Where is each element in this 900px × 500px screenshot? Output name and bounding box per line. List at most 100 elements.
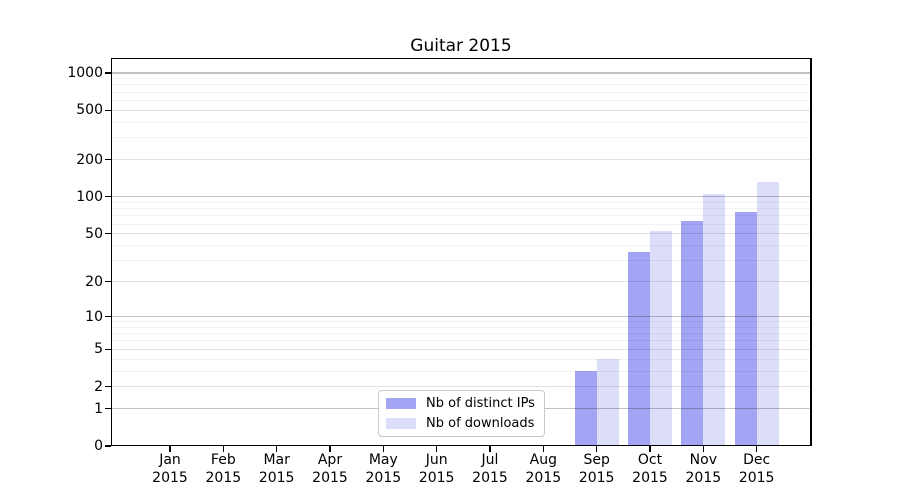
x-tick-label: Mar 2015 xyxy=(234,452,320,487)
y-tick-label: 10 xyxy=(85,308,103,325)
x-tick-label-year: 2015 xyxy=(205,469,242,486)
x-tick-label-month: Jun xyxy=(425,452,448,468)
y-tick xyxy=(105,158,111,161)
plot-border-right xyxy=(810,57,812,447)
gridline xyxy=(112,78,810,80)
x-tick-label: Jan 2015 xyxy=(127,452,213,487)
x-tick-label: Nov 2015 xyxy=(660,452,746,487)
bar-downloads xyxy=(756,181,779,446)
x-tick-label: Feb 2015 xyxy=(180,452,266,487)
y-tick xyxy=(105,348,111,350)
gridline xyxy=(112,316,810,318)
x-tick xyxy=(595,446,598,453)
y-tick-label: 20 xyxy=(85,273,103,290)
chart-title: Guitar 2015 xyxy=(410,36,512,56)
bar-downloads xyxy=(596,359,619,446)
x-tick xyxy=(329,446,331,453)
x-tick xyxy=(275,446,278,453)
x-tick-label-year: 2015 xyxy=(258,469,295,486)
x-tick xyxy=(649,446,651,453)
x-tick-label-month: Nov xyxy=(689,452,717,468)
x-tick-label-month: May xyxy=(368,452,398,468)
x-tick-label-month: Jan xyxy=(159,452,181,468)
legend-swatch-downloads xyxy=(386,418,416,429)
x-tick-label-month: Mar xyxy=(263,452,290,468)
gridline xyxy=(112,137,810,139)
gridline xyxy=(112,215,810,217)
y-tick xyxy=(105,72,111,74)
y-tick xyxy=(105,280,111,283)
x-tick-label-year: 2015 xyxy=(152,469,188,486)
x-tick-label-month: Sep xyxy=(583,452,610,468)
gridline xyxy=(112,99,810,101)
legend-swatch-distinct-ips xyxy=(386,398,416,409)
gridline xyxy=(112,260,810,262)
gridline xyxy=(112,196,810,198)
gridline xyxy=(112,223,810,225)
y-tick xyxy=(105,109,111,111)
bar-distinct-ips xyxy=(734,212,757,446)
gridline xyxy=(112,208,810,210)
y-tick xyxy=(105,445,111,447)
x-tick-label-month: Aug xyxy=(529,452,557,468)
x-tick xyxy=(489,446,491,453)
gridline xyxy=(112,386,810,388)
legend-label-distinct-ips: Nb of distinct IPs xyxy=(426,396,535,411)
x-tick-label-year: 2015 xyxy=(685,469,722,486)
y-tick-label: 1 xyxy=(94,400,103,417)
x-tick-label-year: 2015 xyxy=(312,469,348,486)
x-tick xyxy=(702,446,705,453)
y-tick-label: 1000 xyxy=(67,64,103,81)
bar-distinct-ips xyxy=(574,371,597,446)
x-tick-label: Aug 2015 xyxy=(500,452,586,487)
y-tick xyxy=(105,385,111,388)
x-tick-label: Jun 2015 xyxy=(394,452,480,487)
gridline xyxy=(112,340,810,342)
gridline xyxy=(112,159,810,161)
x-tick-label-month: Apr xyxy=(317,452,343,468)
y-tick xyxy=(105,407,111,410)
x-tick xyxy=(755,446,758,453)
x-tick-label: Apr 2015 xyxy=(287,452,373,487)
gridline xyxy=(112,281,810,283)
x-tick-label-year: 2015 xyxy=(738,469,775,486)
x-tick xyxy=(435,446,438,453)
legend: Nb of distinct IPs Nb of downloads xyxy=(378,390,545,437)
x-tick-label: Dec 2015 xyxy=(714,452,800,487)
bar-downloads xyxy=(649,230,672,446)
gridline xyxy=(112,358,810,360)
y-tick-label: 500 xyxy=(76,102,103,119)
y-tick xyxy=(105,232,111,235)
x-tick-label-year: 2015 xyxy=(472,469,508,486)
y-tick xyxy=(105,315,111,318)
x-tick xyxy=(169,446,171,453)
x-tick-label-month: Oct xyxy=(637,452,663,468)
y-tick xyxy=(105,196,111,198)
gridline xyxy=(112,121,810,123)
x-tick-label-year: 2015 xyxy=(578,469,615,486)
bar-distinct-ips xyxy=(681,220,704,446)
plot-border-top xyxy=(110,57,812,60)
x-tick-label: Jul 2015 xyxy=(447,452,533,487)
gridline xyxy=(112,370,810,372)
x-tick xyxy=(222,446,225,453)
y-tick-label: 0 xyxy=(94,438,103,454)
x-tick xyxy=(542,446,545,453)
x-tick-label-month: Jul xyxy=(481,452,499,468)
gridline xyxy=(112,201,810,203)
x-tick-label-month: Dec xyxy=(743,452,771,468)
legend-item-downloads: Nb of downloads xyxy=(386,416,536,431)
x-tick-label: Sep 2015 xyxy=(554,452,640,487)
y-axis-line xyxy=(110,57,113,447)
y-tick-label: 50 xyxy=(85,225,103,242)
gridline xyxy=(112,326,810,328)
gridline xyxy=(112,109,810,111)
gridline xyxy=(112,91,810,93)
legend-item-distinct-ips: Nb of distinct IPs xyxy=(386,396,536,411)
gridline xyxy=(112,244,810,246)
x-tick-label-year: 2015 xyxy=(632,469,668,486)
y-tick-label: 100 xyxy=(76,188,103,205)
x-tick-label-year: 2015 xyxy=(418,469,455,486)
y-tick-label: 200 xyxy=(76,151,103,168)
x-tick-label-month: Feb xyxy=(210,452,236,468)
